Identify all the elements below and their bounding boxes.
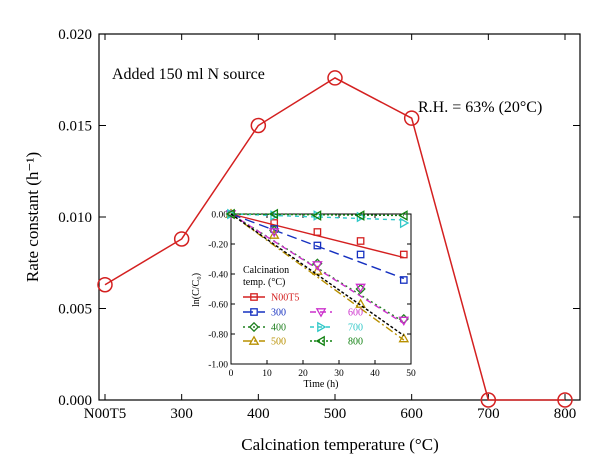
inset-y-tick-label: -1.00 xyxy=(208,361,228,371)
inset-data-point xyxy=(313,241,322,250)
legend-marker xyxy=(250,308,258,316)
main-y-tick-label: 0.015 xyxy=(58,119,92,135)
main-y-tick-label: 0.000 xyxy=(58,393,92,409)
inset-data-point xyxy=(355,210,365,221)
annotation-n-source: Added 150 ml N source xyxy=(112,66,265,83)
main-data-point xyxy=(250,117,267,134)
legend-label: 600 xyxy=(348,308,363,319)
inset-data-point xyxy=(225,208,235,220)
main-tick-labels: N00T5 300 400 500 600 700 8000.0000.0050.0100.… xyxy=(58,27,576,422)
legend-marker xyxy=(248,335,260,345)
legend-marker xyxy=(250,293,258,301)
annotation-rh: R.H. = 63% (20°C) xyxy=(418,99,542,116)
inset-x-tick-label: 30 xyxy=(334,369,344,379)
inset-data-point xyxy=(268,229,280,239)
main-x-tick-label: 600 xyxy=(400,406,423,422)
inset-data-point xyxy=(398,332,410,343)
main-y-tick-label: 0.010 xyxy=(58,210,92,226)
inset-data-point xyxy=(399,276,408,284)
inset-fit-line xyxy=(230,213,404,221)
main-data-point xyxy=(403,110,420,126)
legend-label: 700 xyxy=(348,323,363,334)
inset-series xyxy=(225,208,410,343)
legend-label: 800 xyxy=(348,337,363,348)
inset-fit-line xyxy=(230,213,404,217)
main-data-point xyxy=(480,392,497,408)
inset-x-tick-label: 40 xyxy=(370,369,380,379)
inset-tick-labels: 0 10 20 30 40 50 0.00 -0.20 -0.40 -0.60 -0.80 -1.00 xyxy=(208,211,416,380)
x-axis-title: Calcination temperature (°C) xyxy=(241,435,439,454)
inset-x-axis-title: Time (h) xyxy=(304,379,339,390)
inset-y-tick-label: 0.00 xyxy=(211,211,228,221)
inset-data-point xyxy=(399,250,408,259)
legend-marker xyxy=(315,308,327,318)
main-x-tick-label: 300 xyxy=(170,406,193,422)
inset-x-tick-label: 0 xyxy=(229,369,234,379)
main-x-tick-label: 400 xyxy=(247,406,270,422)
inset-data-point xyxy=(313,228,322,236)
inset-legend-title-line2: temp. (°C) xyxy=(243,277,285,288)
inset-data-point xyxy=(355,283,366,294)
legend-marker xyxy=(248,321,260,333)
inset-data-point xyxy=(268,228,280,238)
inset-data-point xyxy=(312,261,323,271)
legend-label: 300 xyxy=(271,308,286,319)
inset-data-point xyxy=(398,316,410,327)
legend-marker xyxy=(315,335,325,347)
inset-data-point xyxy=(270,210,280,221)
inset-data-point xyxy=(399,217,410,229)
inset-y-tick-label: -0.40 xyxy=(208,271,228,281)
inset-data-point xyxy=(356,237,365,245)
main-x-tick-label: 800 xyxy=(554,406,577,422)
main-data-point xyxy=(557,392,573,408)
legend-marker xyxy=(317,321,327,333)
inset-data-point xyxy=(356,211,367,223)
inset-data-point xyxy=(356,250,365,259)
inset-legend: N00T5 300 400 500 600 700 800 xyxy=(243,293,363,348)
inset-data-point xyxy=(268,208,279,220)
inset-y-tick-label: -0.80 xyxy=(208,331,228,341)
inset-legend-title-line1: Calcination xyxy=(243,265,289,276)
main-axes xyxy=(99,33,580,401)
legend-label: 400 xyxy=(271,323,286,334)
inset-x-tick-label: 10 xyxy=(262,369,272,379)
main-data-point xyxy=(97,276,113,293)
inset-data-point xyxy=(398,210,408,221)
inset-y-axis-title: ln(C/C₀) xyxy=(191,273,202,307)
main-x-tick-label: 500 xyxy=(324,406,347,422)
inset-y-tick-label: -0.20 xyxy=(208,241,228,251)
legend-label: N00T5 xyxy=(271,293,299,304)
main-x-tick-label: N00T5 xyxy=(84,406,127,422)
main-y-tick-label: 0.005 xyxy=(58,302,92,318)
inset-fit-line xyxy=(230,213,405,280)
y-axis-title: Rate constant (h⁻¹) xyxy=(23,152,42,282)
inset-fit-line xyxy=(230,213,405,337)
main-y-tick-label: 0.020 xyxy=(58,27,92,43)
main-series xyxy=(97,70,573,408)
inset-x-tick-label: 50 xyxy=(406,369,416,379)
inset-y-tick-label: -0.60 xyxy=(208,301,228,311)
inset-x-tick-label: 20 xyxy=(298,369,308,379)
main-data-point xyxy=(173,231,190,247)
main-data-point xyxy=(327,70,343,86)
main-series-line xyxy=(104,77,565,401)
inset-data-point xyxy=(311,210,322,221)
main-x-tick-label: 700 xyxy=(477,406,500,422)
legend-label: 500 xyxy=(271,337,286,348)
